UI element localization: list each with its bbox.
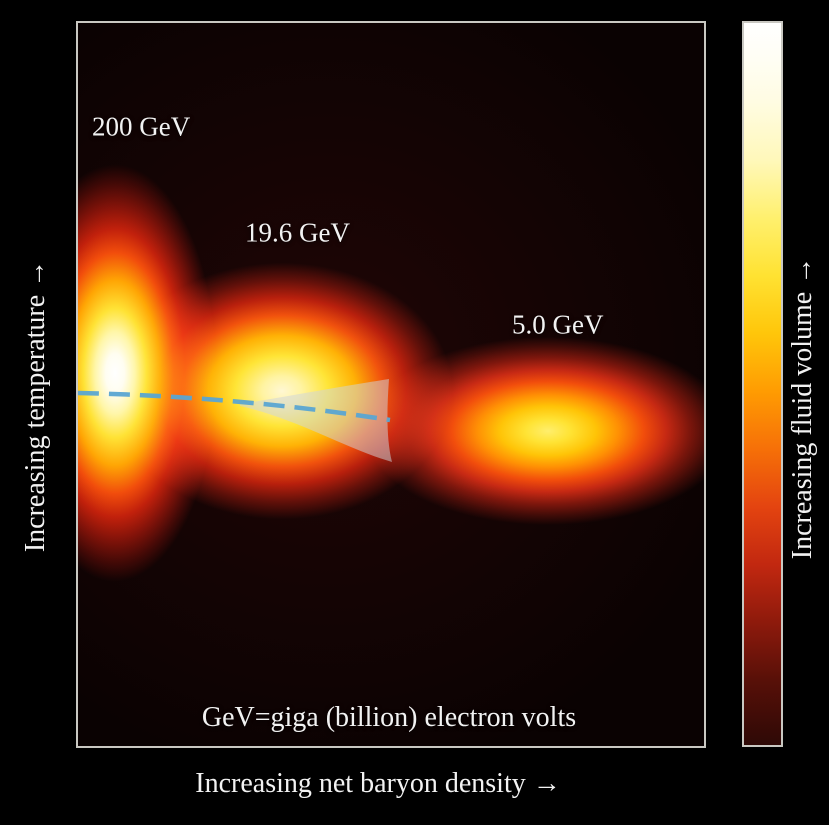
- colorbar: [742, 21, 783, 747]
- x-axis-label: Increasing net baryon density →: [195, 768, 561, 799]
- y-axis-label: Increasing temperature →: [20, 259, 51, 553]
- uncertainty-cone: [240, 379, 392, 462]
- annotation-19-6gev: 19.6 GeV: [245, 217, 350, 248]
- annotation-200gev: 200 GeV: [92, 111, 191, 142]
- colorbar-label: Increasing fluid volume →: [787, 256, 818, 560]
- heatmap: [78, 23, 704, 746]
- footnote: GeV=giga (billion) electron volts: [201, 702, 577, 733]
- plot-frame: [76, 21, 706, 748]
- overlay-graphics: [78, 379, 392, 462]
- colorbar-gradient: [744, 23, 781, 745]
- annotation-5-0gev: 5.0 GeV: [512, 309, 604, 340]
- crossover-dashed-line: [78, 390, 391, 423]
